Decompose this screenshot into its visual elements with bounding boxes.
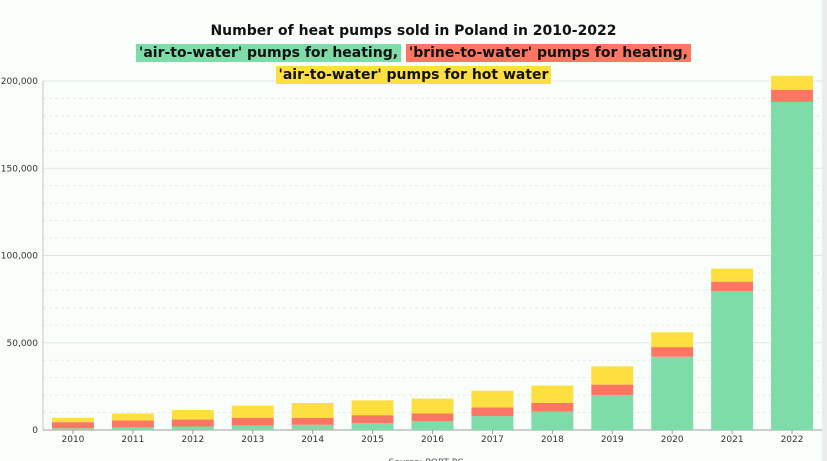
x-tick-label: 2018 <box>541 435 564 445</box>
bar-2019-segment-1 <box>591 395 634 430</box>
subtitle-air-to-water-hot-water: 'air-to-water' pumps for hot water <box>275 66 552 84</box>
x-tick-label: 2017 <box>481 435 504 445</box>
bar-2020-segment-1 <box>651 356 694 430</box>
bar-2012-segment-1 <box>171 426 214 430</box>
bar-2011-segment-1 <box>111 427 154 430</box>
x-tick-label: 2020 <box>661 435 684 445</box>
x-tick-label: 2016 <box>421 435 444 445</box>
bar-2013-segment-3 <box>231 405 274 418</box>
y-tick-label: 100,000 <box>1 252 38 262</box>
x-tick-label: 2011 <box>121 435 144 445</box>
subtitle-air-to-water-heating: 'air-to-water' pumps for heating, <box>136 44 402 62</box>
bar-2017-segment-1 <box>471 416 514 430</box>
bar-2013-segment-1 <box>231 425 274 430</box>
window-edge <box>822 0 827 461</box>
source-note: Source: PORT PC <box>389 458 464 461</box>
y-tick-label: 0 <box>32 426 38 436</box>
bar-2019-segment-2 <box>591 384 634 396</box>
x-tick-label: 2012 <box>181 435 204 445</box>
bar-2017-segment-2 <box>471 407 514 417</box>
bar-2021-segment-1 <box>711 291 754 430</box>
chart-title: Number of heat pumps sold in Poland in 2… <box>210 23 617 39</box>
y-tick-label: 50,000 <box>7 339 39 349</box>
bar-2015-segment-2 <box>351 415 394 424</box>
bar-2010-segment-1 <box>51 428 94 430</box>
subtitle-brine-to-water-heating: 'brine-to-water' pumps for heating, <box>405 44 691 62</box>
bar-2014-segment-2 <box>291 417 334 425</box>
bar-2022-segment-2 <box>771 89 814 102</box>
bar-2021-segment-2 <box>711 281 754 292</box>
bar-2022-segment-1 <box>771 101 814 430</box>
x-tick-label: 2021 <box>721 435 744 445</box>
bar-2013-segment-2 <box>231 417 274 426</box>
x-tick-label: 2015 <box>361 435 384 445</box>
bar-2022-segment-3 <box>771 75 814 90</box>
chart-subtitle-line-2: 'air-to-water' pumps for hot water <box>0 65 827 85</box>
y-tick-label: 200,000 <box>1 77 38 87</box>
bar-2015-segment-3 <box>351 400 394 416</box>
bar-2016-segment-3 <box>411 398 454 414</box>
bar-2014-segment-1 <box>291 424 334 430</box>
y-tick-label: 150,000 <box>1 164 38 174</box>
x-tick-label: 2014 <box>301 435 324 445</box>
bar-2020-segment-3 <box>651 332 694 348</box>
bar-2020-segment-2 <box>651 347 694 357</box>
bar-2018-segment-1 <box>531 411 574 430</box>
bar-2010-segment-3 <box>51 417 94 423</box>
bar-2012-segment-2 <box>171 419 214 427</box>
bar-2010-segment-2 <box>51 422 94 429</box>
bar-2012-segment-3 <box>171 409 214 420</box>
bar-2016-segment-2 <box>411 413 454 422</box>
bar-2021-segment-3 <box>711 268 754 282</box>
bar-2016-segment-1 <box>411 421 454 430</box>
bar-2014-segment-3 <box>291 402 334 418</box>
bar-2018-segment-3 <box>531 385 574 403</box>
chart-subtitle-line-1: 'air-to-water' pumps for heating, 'brine… <box>0 43 827 63</box>
x-tick-label: 2022 <box>781 435 804 445</box>
bar-2018-segment-2 <box>531 402 574 412</box>
bar-2011-segment-2 <box>111 420 154 428</box>
x-tick-label: 2013 <box>241 435 264 445</box>
bar-2017-segment-3 <box>471 390 514 408</box>
bar-2011-segment-3 <box>111 413 154 421</box>
x-tick-label: 2010 <box>62 435 85 445</box>
bar-2015-segment-1 <box>351 423 394 430</box>
bar-2019-segment-3 <box>591 366 634 385</box>
x-tick-label: 2019 <box>601 435 624 445</box>
